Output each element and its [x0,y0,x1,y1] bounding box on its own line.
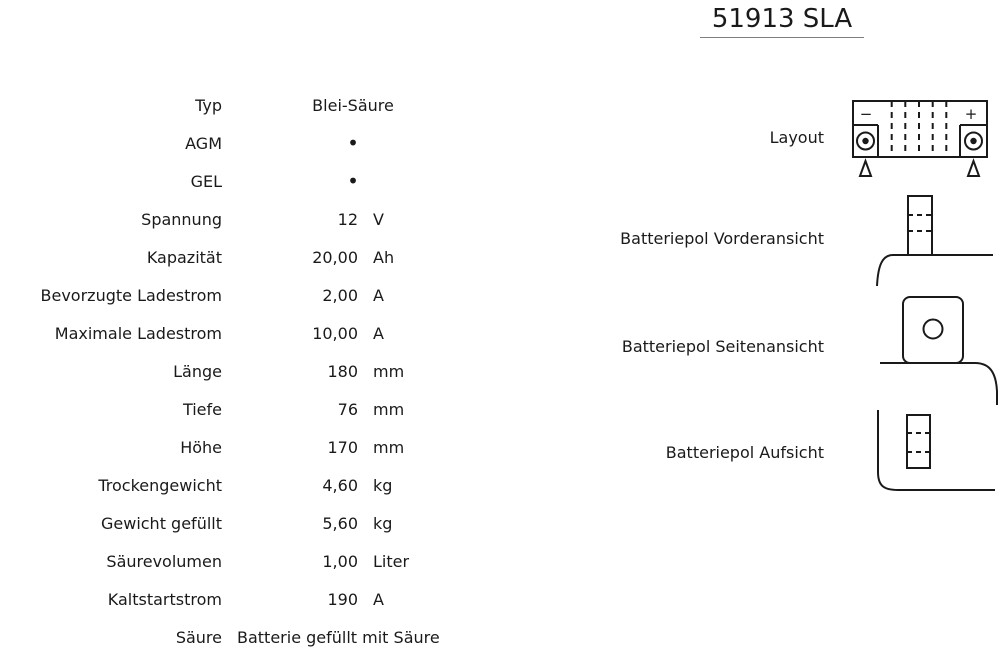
row-unit: kg [373,475,393,495]
row-value: 180 [327,361,358,381]
page-title: 51913 SLA [700,4,864,38]
row-label: GEL [190,171,222,191]
table-row-typ: Typ Blei-Säure [0,86,500,124]
bullet-dot-icon: • [347,169,359,193]
table-row-hoehe: Höhe 170 mm [0,428,500,466]
terminal-top-view-diagram [877,410,995,491]
row-label: Kapazität [146,247,222,267]
table-row-tiefe: Tiefe 76 mm [0,390,500,428]
row-value: 76 [337,399,358,419]
row-value: Blei-Säure [312,95,394,115]
row-value: 5,60 [322,513,358,533]
row-unit: A [373,285,384,305]
row-label: Tiefe [182,399,222,419]
row-label: Spannung [141,209,222,229]
row-unit: Ah [373,247,395,267]
table-row-kaltstartstrom: Kaltstartstrom 190 A [0,580,500,618]
battery-layout-diagram: − + [852,100,988,177]
row-unit: V [373,209,384,229]
row-label: Höhe [180,437,222,457]
row-value: 170 [327,437,358,457]
row-value: 1,00 [322,551,358,571]
minus-sign-icon: − [860,105,873,123]
table-row-kapazitaet: Kapazität 20,00 Ah [0,238,500,276]
row-label: AGM [185,133,222,153]
row-value: 20,00 [312,247,358,267]
row-label: Kaltstartstrom [107,589,222,609]
row-label: Trockengewicht [98,475,222,495]
row-unit: A [373,589,384,609]
table-row-gewicht-gefuellt: Gewicht gefüllt 5,60 kg [0,504,500,542]
table-row-spannung: Spannung 12 V [0,200,500,238]
table-row-gel: GEL • [0,162,500,200]
row-value: 10,00 [312,323,358,343]
table-row-bevorzugte-ladestrom: Bevorzugte Ladestrom 2,00 A [0,276,500,314]
vent-arrow-icon [966,158,981,177]
terminal-side-view-diagram [880,296,998,405]
row-unit: mm [373,399,405,419]
layout-label: Layout [769,128,824,147]
row-value: 2,00 [322,285,358,305]
row-label: Typ [195,95,222,115]
positive-terminal-icon [964,131,983,151]
row-unit: kg [373,513,393,533]
terminal-side-view-label: Batteriepol Seitenansicht [621,337,824,356]
table-row-agm: AGM • [0,124,500,162]
row-label: Gewicht gefüllt [100,513,222,533]
row-value: 12 [337,209,358,229]
terminal-front-view-label: Batteriepol Vorderansicht [620,229,824,248]
row-value: 190 [327,589,358,609]
table-row-trockengewicht: Trockengewicht 4,60 kg [0,466,500,504]
row-unit: A [373,323,384,343]
bolt-hole-icon [922,318,944,340]
row-unit: mm [373,361,405,381]
bullet-dot-icon: • [347,131,359,155]
negative-terminal-icon [856,131,875,151]
table-row-saeure: Säure Batterie gefüllt mit Säure [0,618,500,656]
row-value: Batterie gefüllt mit Säure [237,627,440,647]
row-label: Länge [173,361,222,381]
row-unit: mm [373,437,405,457]
terminal-top-view-label: Batteriepol Aufsicht [665,443,824,462]
row-label: Bevorzugte Ladestrom [40,285,222,305]
row-label: Säure [175,627,222,647]
vent-arrow-icon [858,158,873,177]
row-unit: Liter [373,551,410,571]
spec-table: Typ Blei-Säure AGM • GEL • Spannung 12 V… [0,86,500,656]
terminal-front-view-diagram [876,195,993,287]
table-row-saeurevolumen: Säurevolumen 1,00 Liter [0,542,500,580]
row-label: Maximale Ladestrom [54,323,222,343]
row-value: 4,60 [322,475,358,495]
table-row-maximale-ladestrom: Maximale Ladestrom 10,00 A [0,314,500,352]
table-row-laenge: Länge 180 mm [0,352,500,390]
plus-sign-icon: + [965,105,978,123]
row-label: Säurevolumen [106,551,222,571]
